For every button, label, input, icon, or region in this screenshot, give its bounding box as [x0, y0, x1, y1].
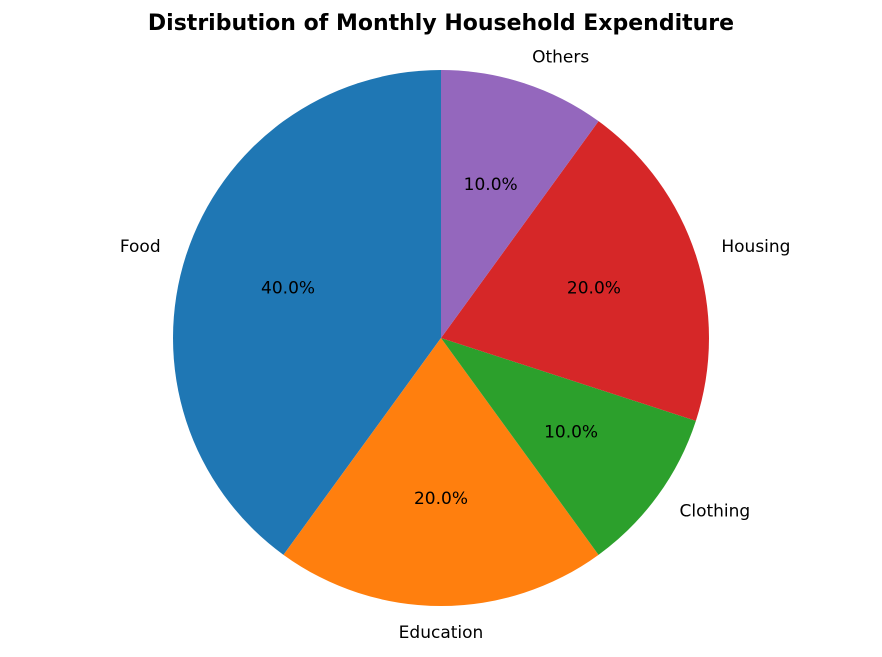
pie-slice — [441, 121, 709, 421]
pie-slice — [173, 70, 441, 555]
percent-label: 20.0% — [567, 278, 621, 298]
percent-label: 20.0% — [414, 489, 468, 509]
chart-title: Distribution of Monthly Household Expend… — [148, 11, 734, 36]
pie-slice — [441, 70, 599, 338]
slice-label: Education — [399, 623, 484, 643]
pie-slice — [441, 338, 696, 555]
slice-label: Clothing — [679, 501, 750, 521]
slice-label: Food — [120, 237, 161, 257]
slice-label: Housing — [721, 237, 790, 257]
percent-label: 10.0% — [464, 175, 518, 195]
slice-label: Others — [532, 48, 589, 68]
percent-label: 40.0% — [261, 278, 315, 298]
pie-slice — [283, 338, 599, 606]
percent-label: 10.0% — [544, 423, 598, 443]
